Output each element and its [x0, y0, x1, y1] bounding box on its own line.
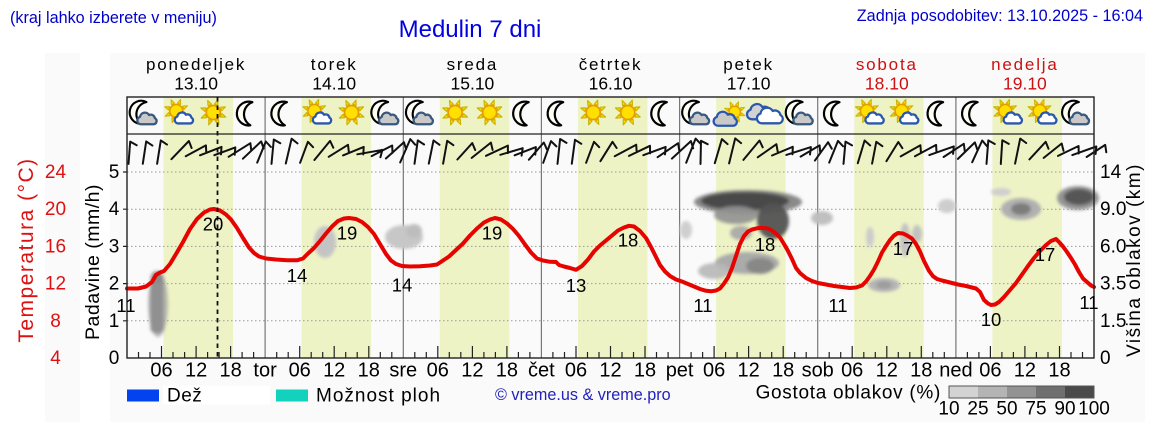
svg-text:14: 14	[1100, 162, 1122, 183]
svg-text:četrtek: četrtek	[579, 55, 643, 74]
svg-text:18: 18	[634, 360, 656, 382]
svg-text:© vreme.us & vreme.pro: © vreme.us & vreme.pro	[495, 386, 671, 404]
svg-text:4: 4	[50, 348, 61, 369]
svg-text:sre: sre	[389, 360, 417, 382]
svg-text:Medulin 7 dni: Medulin 7 dni	[399, 16, 542, 43]
svg-text:Višina oblakov (km): Višina oblakov (km)	[1124, 163, 1145, 357]
svg-text:18: 18	[1048, 360, 1070, 382]
svg-text:petek: petek	[723, 55, 774, 74]
svg-text:06: 06	[979, 360, 1001, 382]
svg-text:8: 8	[50, 311, 61, 332]
svg-text:16.10: 16.10	[589, 74, 633, 94]
svg-text:3: 3	[109, 236, 120, 257]
svg-text:14.10: 14.10	[312, 74, 356, 94]
svg-text:18: 18	[618, 230, 639, 251]
svg-text:25: 25	[967, 399, 988, 420]
svg-text:11: 11	[693, 295, 712, 316]
svg-text:0: 0	[1100, 348, 1111, 369]
svg-text:14: 14	[392, 275, 413, 296]
svg-text:(kraj lahko izberete v meniju): (kraj lahko izberete v meniju)	[10, 9, 217, 27]
svg-text:50: 50	[996, 399, 1017, 420]
svg-text:12: 12	[45, 274, 66, 295]
svg-text:12: 12	[1014, 360, 1036, 382]
svg-text:sob: sob	[802, 360, 834, 382]
svg-text:10: 10	[938, 399, 959, 420]
svg-text:06: 06	[289, 360, 311, 382]
svg-text:12: 12	[876, 360, 898, 382]
svg-text:18: 18	[910, 360, 932, 382]
svg-text:12: 12	[461, 360, 483, 382]
svg-text:13.10: 13.10	[174, 74, 218, 94]
svg-text:13: 13	[566, 275, 587, 296]
svg-text:1.5: 1.5	[1100, 311, 1126, 332]
svg-text:Dež: Dež	[167, 386, 202, 407]
svg-text:06: 06	[150, 360, 172, 382]
svg-text:18: 18	[772, 360, 794, 382]
svg-text:Gostota oblakov (%): Gostota oblakov (%)	[756, 383, 941, 404]
svg-text:18.10: 18.10	[865, 74, 909, 94]
svg-text:5: 5	[109, 162, 120, 183]
svg-text:20: 20	[203, 214, 224, 235]
svg-text:1: 1	[109, 311, 120, 332]
svg-text:pet: pet	[666, 360, 694, 382]
svg-text:11: 11	[1079, 292, 1098, 313]
svg-text:čet: čet	[528, 360, 555, 382]
svg-text:19: 19	[337, 223, 358, 244]
svg-text:10: 10	[981, 309, 1002, 330]
svg-text:9.0: 9.0	[1100, 199, 1126, 220]
svg-text:nedelja: nedelja	[991, 55, 1058, 74]
svg-text:06: 06	[841, 360, 863, 382]
svg-text:17.10: 17.10	[727, 74, 771, 94]
svg-text:75: 75	[1025, 399, 1046, 420]
svg-text:ned: ned	[939, 360, 972, 382]
svg-text:17: 17	[1035, 244, 1056, 265]
svg-text:3.5: 3.5	[1100, 274, 1126, 295]
svg-text:20: 20	[45, 199, 66, 220]
svg-text:11: 11	[116, 295, 135, 316]
svg-text:06: 06	[565, 360, 587, 382]
svg-text:06: 06	[703, 360, 725, 382]
svg-text:18: 18	[496, 360, 518, 382]
svg-text:12: 12	[599, 360, 621, 382]
svg-text:19.10: 19.10	[1003, 74, 1047, 94]
svg-text:tor: tor	[253, 360, 277, 382]
svg-text:18: 18	[219, 360, 241, 382]
svg-text:sobota: sobota	[856, 55, 918, 74]
svg-text:Temperatura (°C): Temperatura (°C)	[15, 157, 38, 342]
svg-text:15.10: 15.10	[451, 74, 495, 94]
svg-text:06: 06	[427, 360, 449, 382]
svg-text:ponedeljek: ponedeljek	[146, 55, 246, 74]
svg-text:6.0: 6.0	[1100, 236, 1126, 257]
svg-text:sreda: sreda	[447, 55, 499, 74]
svg-text:4: 4	[109, 199, 120, 220]
svg-text:Možnost ploh: Možnost ploh	[316, 386, 441, 407]
svg-text:0: 0	[109, 348, 120, 369]
svg-text:12: 12	[185, 360, 207, 382]
svg-text:24: 24	[45, 162, 67, 183]
svg-text:12: 12	[323, 360, 345, 382]
svg-text:16: 16	[45, 236, 66, 257]
svg-text:90: 90	[1054, 399, 1075, 420]
svg-text:14: 14	[287, 265, 308, 286]
svg-text:18: 18	[755, 234, 776, 255]
svg-text:100: 100	[1078, 399, 1110, 420]
svg-text:17: 17	[893, 238, 914, 259]
svg-text:18: 18	[358, 360, 380, 382]
svg-text:19: 19	[482, 223, 503, 244]
svg-text:Padavine (mm/h): Padavine (mm/h)	[82, 184, 104, 340]
svg-text:torek: torek	[311, 55, 358, 74]
svg-text:11: 11	[828, 295, 847, 316]
svg-text:12: 12	[737, 360, 759, 382]
svg-text:Zadnja posodobitev: 13.10.2025: Zadnja posodobitev: 13.10.2025 - 16:04	[857, 7, 1143, 25]
svg-text:2: 2	[109, 274, 120, 295]
